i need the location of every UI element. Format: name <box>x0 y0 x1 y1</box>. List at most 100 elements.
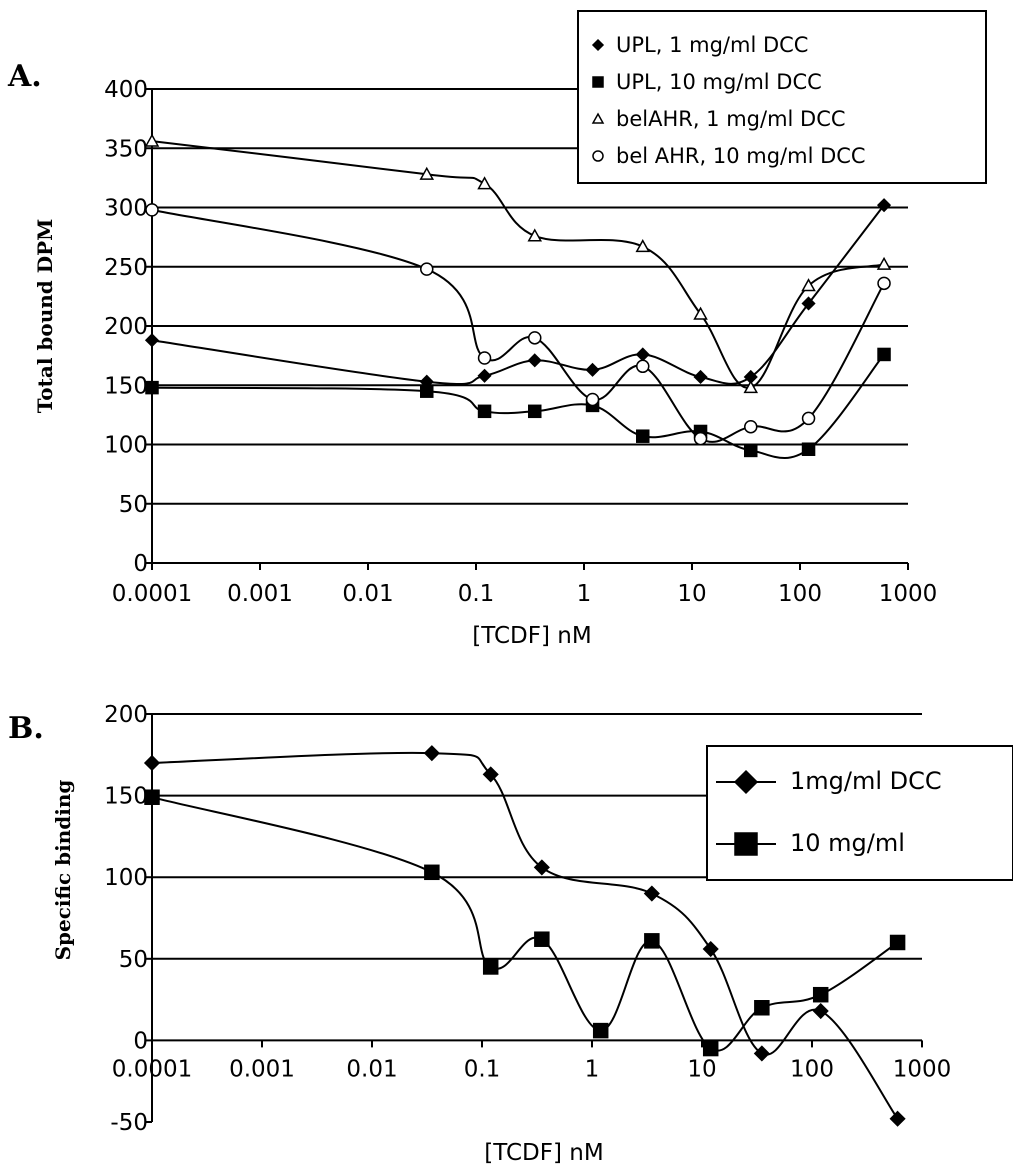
panel-a-x-tick-label: 1000 <box>879 581 938 607</box>
panel-a-series-1-point <box>801 442 816 456</box>
panel-b-series-1-point <box>644 933 660 949</box>
panel-a-x-tick-label: 0.01 <box>342 581 393 607</box>
panel-b-x-tick-label: 1000 <box>893 1056 952 1082</box>
panel-b-y-tick-label: 0 <box>133 1028 148 1054</box>
panel-b-series-0-point <box>533 859 550 876</box>
panel-b-y-axis-label: Specific binding <box>51 780 75 961</box>
panel-a-y-tick-label: 150 <box>104 373 148 399</box>
panel-b-series-0-point <box>482 766 499 783</box>
panel-a-legend-label: belAHR, 1 mg/ml DCC <box>616 107 846 131</box>
panel-b-series-1-point <box>424 864 440 881</box>
panel-b-y-tick-label: 150 <box>104 784 148 810</box>
panel-a-series-0-point <box>693 369 708 385</box>
panel-a-legend-marker <box>592 76 604 88</box>
panel-b-x-tick-label: 0.0001 <box>112 1056 192 1082</box>
panel-a-y-tick-label: 0 <box>133 551 148 577</box>
panel-b-y-tick-label: 100 <box>104 865 148 891</box>
panel-a-series-2-point <box>743 380 759 394</box>
panel-a-series-2-point <box>876 256 892 270</box>
panel-b-legend-marker <box>733 769 759 795</box>
panel-a-x-tick-label: 0.0001 <box>112 581 192 607</box>
panel-a-series-0-point <box>585 362 600 377</box>
panel-a-x-tick-label: 1 <box>577 581 592 607</box>
panel-a-series-1-point <box>744 443 758 458</box>
panel-a-series-line-0 <box>151 204 885 386</box>
panel-a-series-3-point <box>585 392 600 407</box>
panel-a-legend-marker <box>592 150 604 162</box>
panel-a-series-2-point <box>419 166 435 180</box>
panel-a-series-0-point <box>144 333 160 348</box>
panel-b-legend-label: 10 mg/ml <box>790 829 905 857</box>
panel-a-series-2-point <box>144 133 160 147</box>
panel-b-series-0-point <box>753 1045 770 1062</box>
panel-a-label: A. <box>7 59 42 94</box>
panel-a-series-3-point <box>420 262 434 276</box>
panel-b-series-0-point <box>812 1002 829 1020</box>
panel-b-y-tick-label: 50 <box>119 947 148 973</box>
panel-b-series-1-point <box>812 986 829 1003</box>
panel-a-series-0-point <box>527 353 542 368</box>
panel-a-x-tick-label: 10 <box>677 581 706 607</box>
panel-a-series-1-point <box>636 429 650 443</box>
panel-b-series-0-point <box>702 940 719 958</box>
panel-a-legend-marker <box>591 38 605 52</box>
panel-a-y-tick-label: 50 <box>119 492 148 518</box>
panel-b-series-1-point <box>482 959 499 975</box>
panel-b-x-tick-label: 100 <box>790 1056 834 1082</box>
panel-a-series-3-point <box>636 359 650 374</box>
panel-b-x-tick-label: 0.1 <box>464 1056 501 1082</box>
panel-b-x-tick-label: 0.001 <box>229 1056 295 1082</box>
panel-a-series-3-point <box>145 203 159 217</box>
panel-a-x-tick-label: 0.001 <box>227 581 293 607</box>
panel-b-series-0-point <box>423 745 440 762</box>
panel-a-series-2-point <box>801 278 816 292</box>
panel-a-series-1-point <box>477 404 492 419</box>
panel-b-series-1-point <box>592 1022 609 1039</box>
panel-b-y-tick-label: 200 <box>104 702 148 728</box>
panel-a-legend-marker <box>591 112 605 124</box>
panel-b-series-1-point <box>534 931 550 947</box>
panel-a-series-1-point <box>420 384 434 398</box>
panel-a-legend-box <box>577 10 987 184</box>
panel-a-legend-label: bel AHR, 10 mg/ml DCC <box>616 144 866 168</box>
panel-b-series-0-point <box>643 885 660 902</box>
panel-a-x-axis-label: [TCDF] nM <box>472 623 591 649</box>
panel-a-y-tick-label: 400 <box>104 77 148 103</box>
panel-b-series-1-point <box>889 934 906 951</box>
panel-a-y-tick-label: 300 <box>104 196 148 222</box>
panel-b-x-axis-label: [TCDF] nM <box>484 1140 603 1166</box>
panel-b-series-1-point <box>144 789 160 805</box>
panel-a-y-tick-label: 100 <box>104 433 148 459</box>
panel-b-x-tick-label: 1 <box>585 1056 600 1082</box>
panel-a-series-3-point <box>744 419 758 434</box>
panel-b-legend-marker <box>734 832 758 856</box>
panel-a-series-3-point <box>528 331 542 345</box>
panel-a-x-tick-label: 100 <box>778 581 822 607</box>
panel-b-plot: -50 0 50 100 150 200 0.0001 0.001 0.01 0.1 1 10 100 1… <box>104 702 1013 1136</box>
panel-a-legend-label: UPL, 1 mg/ml DCC <box>616 33 808 57</box>
panel-b-series-1-point <box>702 1040 719 1057</box>
panel-a-series-3-point <box>877 276 891 291</box>
panel-b-series-1-point <box>754 1000 770 1016</box>
panel-a-series-3-point <box>801 411 816 426</box>
panel-a-series-2-point <box>693 306 708 320</box>
panel-a-series-2-point <box>527 228 543 242</box>
panel-a-y-tick-label: 200 <box>104 314 148 340</box>
panel-b-x-tick-label: 10 <box>687 1056 716 1082</box>
panel-a-series-0-point <box>876 198 892 213</box>
panel-a-series-2-point <box>477 176 492 190</box>
panel-a-x-tick-label: 0.1 <box>458 581 495 607</box>
panel-a-series-0-point <box>477 368 492 383</box>
panel-b-series-0-point <box>889 1110 906 1127</box>
panel-a-series-0-point <box>635 347 650 362</box>
panel-a-plot: 0 50 100 150 200 250 300 350 400 0.0001 0.001 0.01 0… <box>104 10 987 607</box>
panel-b-series-0-point <box>143 754 161 772</box>
panel-a-y-axis-label: Total bound DPM <box>33 219 57 414</box>
panel-b-y-tick-label: -50 <box>110 1110 148 1136</box>
panel-b-legend-box <box>706 745 1013 881</box>
panel-a-series-line-1 <box>151 353 885 459</box>
panel-b-x-tick-label: 0.01 <box>346 1056 397 1082</box>
panel-a-series-1-point <box>877 347 891 362</box>
panel-b-legend-label: 1mg/ml DCC <box>790 767 942 795</box>
